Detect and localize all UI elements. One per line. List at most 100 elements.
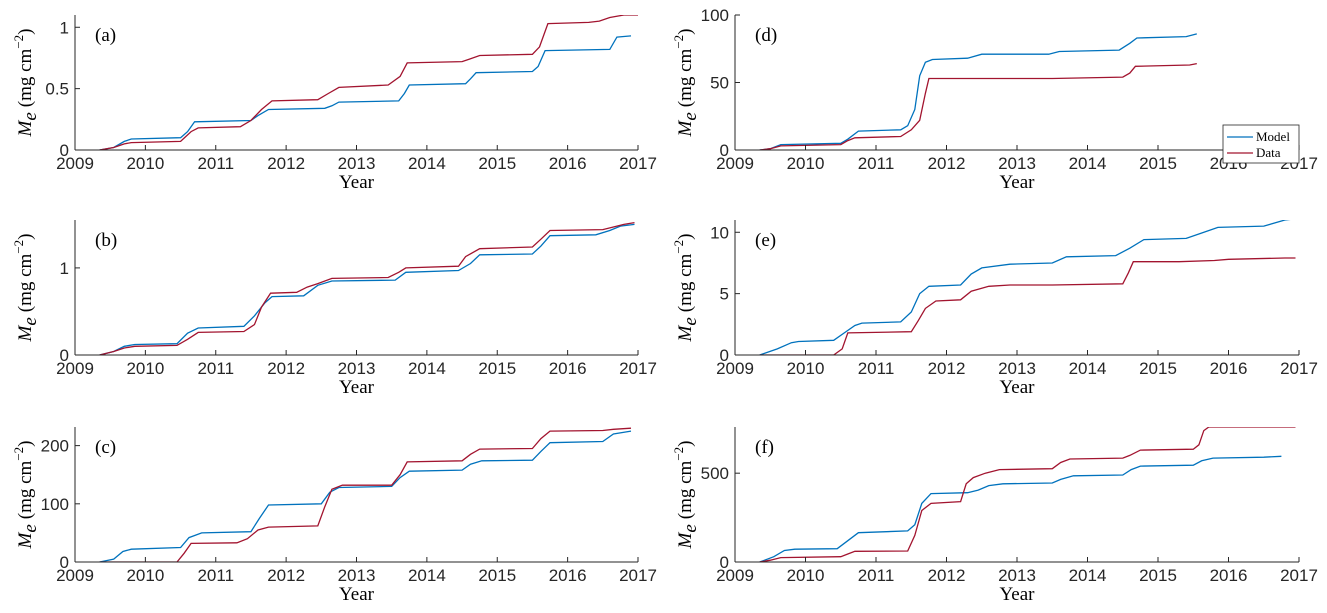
- y-label-subscript: e: [20, 317, 41, 325]
- x-tick-label: 2009: [716, 359, 754, 378]
- panel-1: 2009 2010 2011 2012 2013 2014 2015 2016 2017 0 0.5…: [11, 15, 657, 193]
- x-tick-label: 2014: [1069, 154, 1107, 173]
- x-tick-label: 2013: [998, 359, 1036, 378]
- x-tick-label: 2016: [1210, 359, 1248, 378]
- x-tick-label: 2014: [408, 566, 446, 585]
- x-tick-label: 2017: [619, 359, 657, 378]
- y-label-exponent: −2: [11, 447, 26, 461]
- x-tick-label: 2010: [787, 359, 825, 378]
- y-tick-label: 100: [701, 6, 729, 25]
- y-label-subscript: e: [680, 317, 701, 325]
- x-tick-label: 2016: [549, 566, 587, 585]
- x-axis-label: Year: [339, 377, 375, 398]
- legend-label-data: Data: [1256, 145, 1281, 160]
- y-label-exponent: −2: [671, 35, 686, 49]
- series-data-line: [759, 427, 1296, 562]
- panel-label: (c): [95, 437, 116, 458]
- x-tick-label: 2009: [56, 359, 94, 378]
- x-tick-label: 2012: [928, 359, 966, 378]
- x-axis-label: Year: [999, 584, 1035, 605]
- x-tick-label: 2012: [928, 154, 966, 173]
- y-label-exponent: −2: [671, 447, 686, 461]
- y-label-unit: (mg cm: [15, 460, 36, 519]
- x-tick-label: 2017: [619, 154, 657, 173]
- y-label-subscript: e: [680, 112, 701, 120]
- series-model-line: [759, 455, 1282, 562]
- y-tick-label: 1: [60, 259, 69, 278]
- y-label-symbol: M: [15, 532, 36, 550]
- x-tick-label: 2010: [126, 154, 164, 173]
- panel-label: (d): [755, 25, 777, 46]
- x-tick-label: 2009: [56, 566, 94, 585]
- panel-label: (e): [755, 230, 776, 251]
- series-model-line: [99, 223, 635, 355]
- legend-box: [1222, 124, 1300, 164]
- y-label-unit: (mg cm: [15, 48, 36, 107]
- panel-6: 2009 2010 2011 2012 2013 2014 2015 2016 2017 0 500…: [671, 427, 1318, 605]
- x-tick-label: 2010: [126, 566, 164, 585]
- x-tick-label: 2015: [478, 154, 516, 173]
- series-data-line: [99, 15, 638, 150]
- y-tick-label: 0.5: [45, 80, 69, 99]
- y-label-close: ): [15, 233, 36, 239]
- x-tick-label: 2016: [1210, 566, 1248, 585]
- panel-4: 2009 2010 2011 2012 2013 2014 2015 2016 2017 0 5 10…: [671, 220, 1318, 398]
- y-axis-label: Me (mg cm−2): [11, 28, 41, 137]
- y-tick-label: 50: [710, 74, 729, 93]
- panel-3: 2009 2010 2011 2012 2013 2014 2015 2016 2017 0 1 Ye…: [11, 220, 657, 398]
- x-axis-label: Year: [339, 172, 375, 193]
- x-tick-label: 2012: [928, 566, 966, 585]
- series-model-line: [759, 33, 1197, 150]
- y-tick-label: 100: [41, 495, 69, 514]
- x-tick-label: 2012: [267, 359, 305, 378]
- series-data-line: [759, 257, 1296, 355]
- panel-label: (b): [95, 230, 117, 251]
- panel-label: (a): [95, 25, 116, 46]
- y-label-close: ): [675, 28, 696, 34]
- x-tick-label: 2010: [126, 359, 164, 378]
- x-tick-label: 2017: [1280, 359, 1318, 378]
- x-tick-label: 2014: [408, 359, 446, 378]
- y-tick-label: 0: [60, 553, 69, 572]
- y-label-symbol: M: [15, 120, 36, 138]
- x-tick-label: 2010: [787, 566, 825, 585]
- x-axis-label: Year: [999, 172, 1035, 193]
- y-label-unit: (mg cm: [675, 48, 696, 107]
- x-tick-label: 2017: [619, 566, 657, 585]
- y-tick-label: 1: [60, 18, 69, 37]
- y-tick-label: 0: [720, 553, 729, 572]
- y-axis-label: Me (mg cm−2): [11, 233, 41, 342]
- x-tick-label: 2015: [478, 359, 516, 378]
- y-tick-label: 0: [720, 141, 729, 160]
- y-label-symbol: M: [675, 120, 696, 138]
- x-tick-label: 2011: [197, 154, 234, 173]
- x-tick-label: 2009: [56, 154, 94, 173]
- y-axis-label: Me (mg cm−2): [671, 440, 701, 549]
- series-data-line: [99, 427, 632, 562]
- x-tick-label: 2012: [267, 154, 305, 173]
- x-tick-label: 2012: [267, 566, 305, 585]
- x-tick-label: 2015: [478, 566, 516, 585]
- y-label-symbol: M: [675, 325, 696, 343]
- y-tick-label: 0: [60, 346, 69, 365]
- x-tick-label: 2013: [998, 566, 1036, 585]
- y-label-close: ): [15, 28, 36, 34]
- x-tick-label: 2015: [1139, 359, 1177, 378]
- x-tick-label: 2009: [716, 566, 754, 585]
- series-model-line: [759, 220, 1291, 355]
- x-tick-label: 2015: [1139, 566, 1177, 585]
- y-label-unit: (mg cm: [675, 460, 696, 519]
- x-tick-label: 2015: [1139, 154, 1177, 173]
- x-tick-label: 2013: [338, 359, 376, 378]
- y-tick-label: 10: [710, 223, 729, 242]
- panel-label: (f): [755, 437, 774, 458]
- legend-label-model: Model: [1256, 129, 1290, 144]
- y-label-subscript: e: [680, 524, 701, 532]
- y-tick-label: 5: [720, 285, 729, 304]
- y-label-close: ): [675, 440, 696, 446]
- series-model-line: [99, 35, 632, 150]
- y-axis-label: Me (mg cm−2): [11, 440, 41, 549]
- x-tick-label: 2009: [716, 154, 754, 173]
- x-tick-label: 2013: [338, 566, 376, 585]
